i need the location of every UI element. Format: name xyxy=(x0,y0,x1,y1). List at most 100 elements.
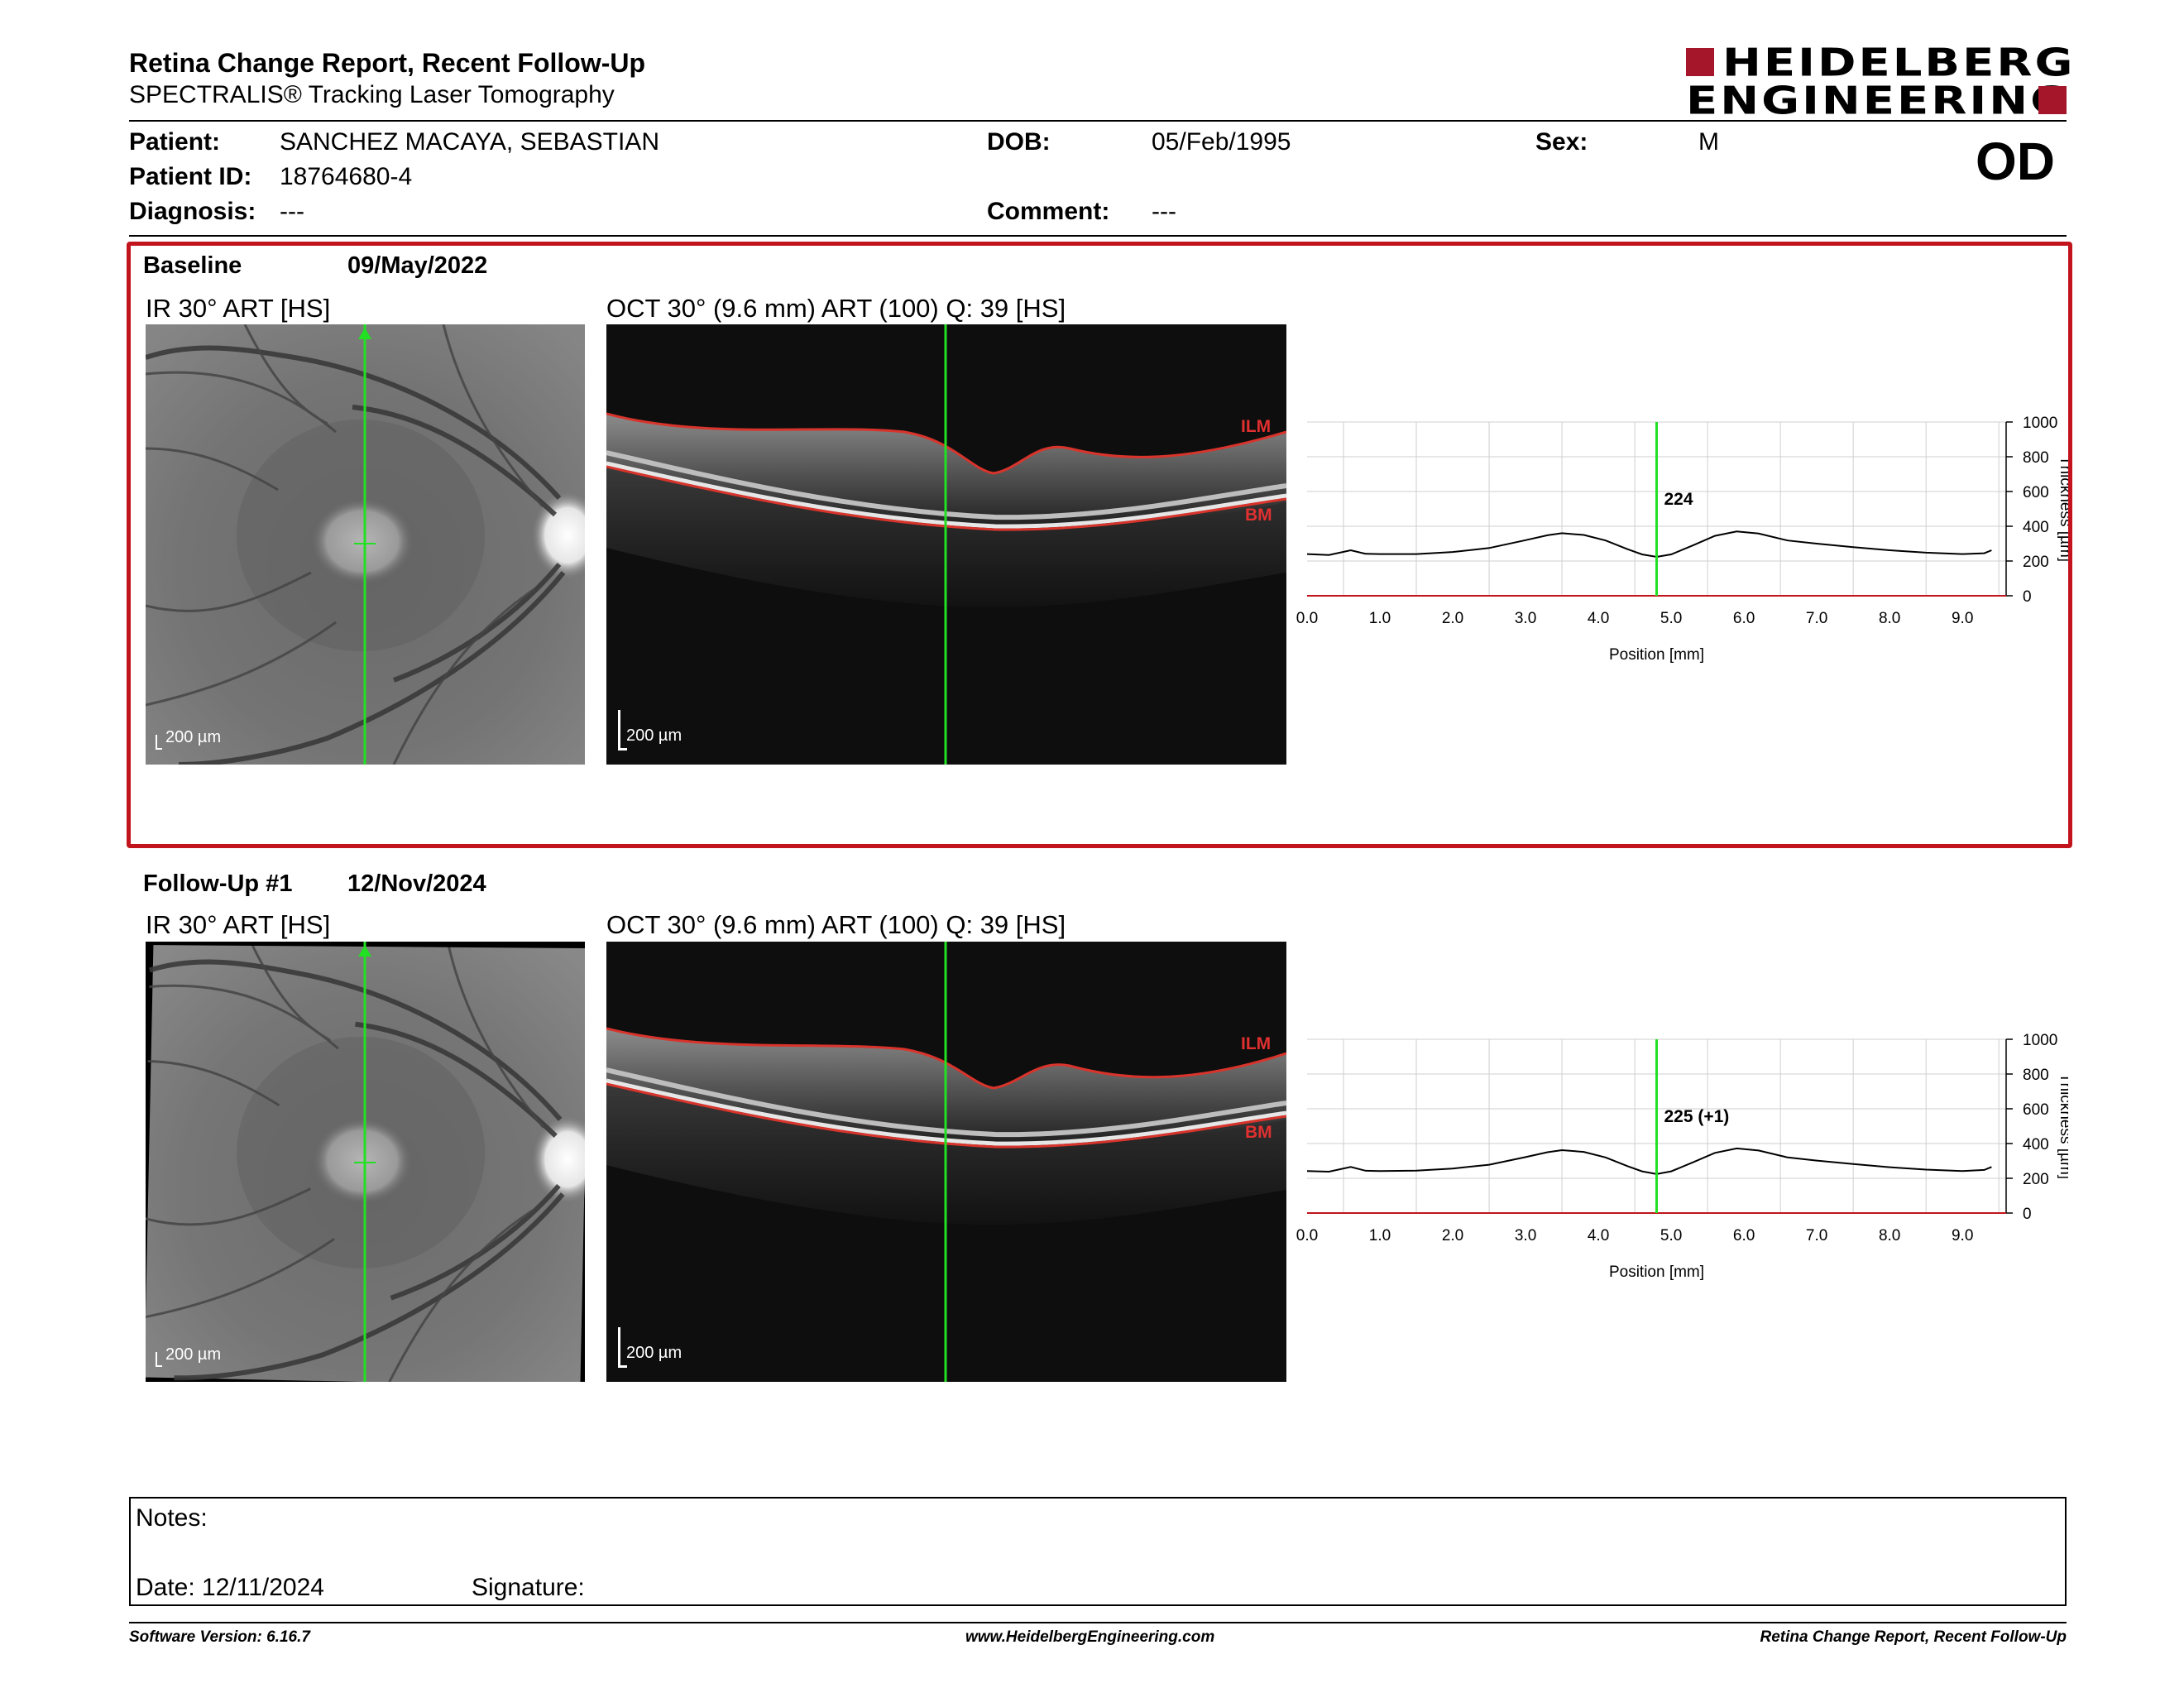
y-tick-label: 800 xyxy=(2023,1067,2049,1084)
x-tick-label: 1.0 xyxy=(1369,610,1391,627)
report-title: Retina Change Report, Recent Follow-Up xyxy=(129,48,646,78)
notes-date: Date: 12/11/2024 xyxy=(136,1574,324,1601)
baseline-ir-scale: 200 µm xyxy=(165,728,222,746)
report-subtitle: SPECTRALIS® Tracking Laser Tomography xyxy=(129,81,615,108)
baseline-label: Baseline xyxy=(143,252,242,279)
website: www.HeidelbergEngineering.com xyxy=(965,1628,1215,1646)
x-tick-label: 5.0 xyxy=(1660,1227,1682,1244)
x-axis-title: Position [mm] xyxy=(1609,1264,1704,1281)
y-tick-label: 200 xyxy=(2023,1171,2049,1188)
followup-ir-scale: 200 µm xyxy=(165,1345,222,1364)
thickness-line xyxy=(1306,530,1992,559)
x-tick-label: 3.0 xyxy=(1515,610,1536,627)
followup-oct-image[interactable]: ILM BM 200 µm xyxy=(606,942,1286,1382)
sex-label: Sex: xyxy=(1535,128,1588,156)
thickness-value-label: 225 (+1) xyxy=(1664,1107,1730,1126)
x-tick-label: 9.0 xyxy=(1952,610,1973,627)
baseline-oct-svg: ILM BM xyxy=(606,324,1286,765)
scale-bar-icon xyxy=(618,1327,627,1368)
dob-label: DOB: xyxy=(987,128,1051,156)
x-tick-label: 1.0 xyxy=(1369,1227,1391,1244)
logo-line-1: HEIDELBERG xyxy=(1722,41,2076,86)
y-tick-label: 0 xyxy=(2023,1206,2032,1223)
y-tick-label: 800 xyxy=(2023,449,2049,467)
baseline-fundus-image[interactable]: 200 µm xyxy=(146,324,585,765)
y-tick-label: 0 xyxy=(2023,588,2032,606)
x-tick-label: 8.0 xyxy=(1879,610,1900,627)
followup-label: Follow-Up #1 xyxy=(143,870,293,897)
followup-oct-scale: 200 µm xyxy=(626,1344,682,1362)
logo-block-top xyxy=(1686,48,1714,76)
thickness-value-label: 224 xyxy=(1664,490,1693,509)
notes-label: Notes: xyxy=(136,1504,208,1532)
software-version: Software Version: 6.16.7 xyxy=(129,1628,310,1646)
footer-divider xyxy=(129,1622,2067,1623)
heidelberg-logo: HEIDELBERG ENGINEERING xyxy=(1686,45,2072,121)
signature-label: Signature: xyxy=(472,1574,585,1601)
patient-id-label: Patient ID: xyxy=(129,163,252,190)
x-tick-label: 5.0 xyxy=(1660,610,1682,627)
footer-report-name: Retina Change Report, Recent Follow-Up xyxy=(1760,1628,2067,1646)
x-tick-label: 0.0 xyxy=(1296,610,1318,627)
notes-box[interactable] xyxy=(129,1497,2067,1606)
eye-label: OD xyxy=(1976,132,2055,191)
y-tick-label: 600 xyxy=(2023,1101,2049,1119)
baseline-ilm-label: ILM xyxy=(1241,417,1271,436)
followup-oct-svg: ILM BM xyxy=(606,942,1286,1382)
x-tick-label: 9.0 xyxy=(1952,1227,1973,1244)
baseline-panel[interactable] xyxy=(127,242,2072,848)
x-tick-label: 8.0 xyxy=(1879,1227,1900,1244)
x-tick-label: 4.0 xyxy=(1588,1227,1609,1244)
followup-ir-title: IR 30° ART [HS] xyxy=(146,910,331,939)
y-axis-title: Thickness [µm] xyxy=(2057,456,2068,562)
baseline-fundus-svg xyxy=(146,324,585,765)
logo-line-2: ENGINEERING xyxy=(1686,79,2071,124)
patient-divider xyxy=(129,235,2067,237)
y-tick-label: 400 xyxy=(2023,1136,2049,1153)
header-divider xyxy=(129,120,2067,122)
baseline-oct-image[interactable]: ILM BM 200 µm xyxy=(606,324,1286,765)
diagnosis-value: --- xyxy=(280,198,304,225)
x-tick-label: 3.0 xyxy=(1515,1227,1536,1244)
patient-id: 18764680-4 xyxy=(280,163,413,190)
logo-block-bottom xyxy=(2038,86,2067,114)
x-tick-label: 7.0 xyxy=(1806,1227,1827,1244)
x-tick-label: 6.0 xyxy=(1733,1227,1755,1244)
y-axis-title: Thickness [µm] xyxy=(2057,1073,2068,1179)
diagnosis-label: Diagnosis: xyxy=(129,198,256,225)
x-tick-label: 6.0 xyxy=(1733,610,1755,627)
thickness-line xyxy=(1306,1147,1992,1175)
baseline-date: 09/May/2022 xyxy=(347,252,488,279)
followup-ilm-label: ILM xyxy=(1241,1034,1271,1053)
scale-bar-icon xyxy=(156,735,162,750)
x-tick-label: 0.0 xyxy=(1296,1227,1318,1244)
dob-value: 05/Feb/1995 xyxy=(1152,128,1291,156)
baseline-bm-label: BM xyxy=(1245,506,1272,525)
y-tick-label: 200 xyxy=(2023,554,2049,571)
y-tick-label: 400 xyxy=(2023,519,2049,536)
x-tick-label: 2.0 xyxy=(1442,610,1463,627)
scale-bar-icon xyxy=(156,1352,162,1367)
y-tick-label: 1000 xyxy=(2023,1032,2057,1049)
followup-fundus-svg xyxy=(146,942,585,1382)
baseline-thickness-chart[interactable]: 0 200 400 600 800 1000 0.0 1.0 2.0 3.0 4.0 5.0 6.0 7.… xyxy=(1291,405,2068,679)
followup-thickness-chart[interactable]: 0 200 400 600 800 1000 0.0 1.0 2.0 3.0 4.0 5.0 6.0 7.… xyxy=(1291,1023,2068,1296)
x-tick-label: 7.0 xyxy=(1806,610,1827,627)
x-tick-label: 4.0 xyxy=(1588,610,1609,627)
scale-bar-icon xyxy=(618,710,627,750)
sex-value: M xyxy=(1698,128,1719,156)
comment-value: --- xyxy=(1152,198,1176,225)
baseline-oct-scale: 200 µm xyxy=(626,727,682,745)
y-tick-label: 1000 xyxy=(2023,415,2057,432)
x-tick-label: 2.0 xyxy=(1442,1227,1463,1244)
x-axis-title: Position [mm] xyxy=(1609,646,1704,664)
patient-label: Patient: xyxy=(129,128,221,156)
baseline-ir-title: IR 30° ART [HS] xyxy=(146,294,331,323)
followup-fundus-image[interactable]: 200 µm xyxy=(146,942,585,1382)
patient-name: SANCHEZ MACAYA, SEBASTIAN xyxy=(280,128,659,156)
followup-bm-label: BM xyxy=(1245,1123,1272,1142)
comment-label: Comment: xyxy=(987,198,1110,225)
y-tick-label: 600 xyxy=(2023,484,2049,501)
followup-date: 12/Nov/2024 xyxy=(347,870,486,897)
baseline-oct-title: OCT 30° (9.6 mm) ART (100) Q: 39 [HS] xyxy=(606,294,1066,323)
